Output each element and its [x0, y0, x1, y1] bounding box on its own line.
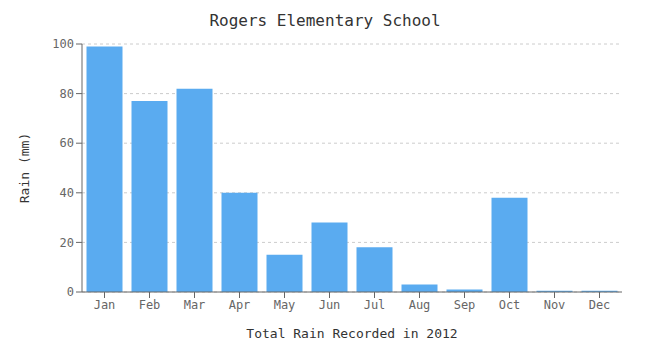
- svg-text:Nov: Nov: [544, 298, 566, 312]
- svg-text:Jul: Jul: [364, 298, 386, 312]
- html-text:Rogers Elementary School: Rogers Elementary School: [209, 11, 441, 30]
- svg-text:Oct: Oct: [499, 298, 521, 312]
- svg-text:Jun: Jun: [319, 298, 341, 312]
- svg-text:0: 0: [67, 285, 74, 299]
- svg-text:Jan: Jan: [94, 298, 116, 312]
- svg-text:Mar: Mar: [184, 298, 206, 312]
- svg-text:20: 20: [60, 236, 74, 250]
- svg-text:Aug: Aug: [409, 298, 431, 312]
- svg-text:Rain (mm): Rain (mm): [17, 133, 32, 203]
- svg-text:Total Rain Recorded in 2012: Total Rain Recorded in 2012: [246, 326, 457, 341]
- svg-text:Sep: Sep: [454, 298, 476, 312]
- svg-text:40: 40: [60, 186, 74, 200]
- svg-text:Dec: Dec: [589, 298, 611, 312]
- svg-text:100: 100: [52, 37, 74, 51]
- svg-text:Apr: Apr: [229, 298, 251, 312]
- svg-text:Feb: Feb: [139, 298, 161, 312]
- svg-text:80: 80: [60, 87, 74, 101]
- svg-text:May: May: [274, 298, 296, 312]
- svg-text:60: 60: [60, 136, 74, 150]
